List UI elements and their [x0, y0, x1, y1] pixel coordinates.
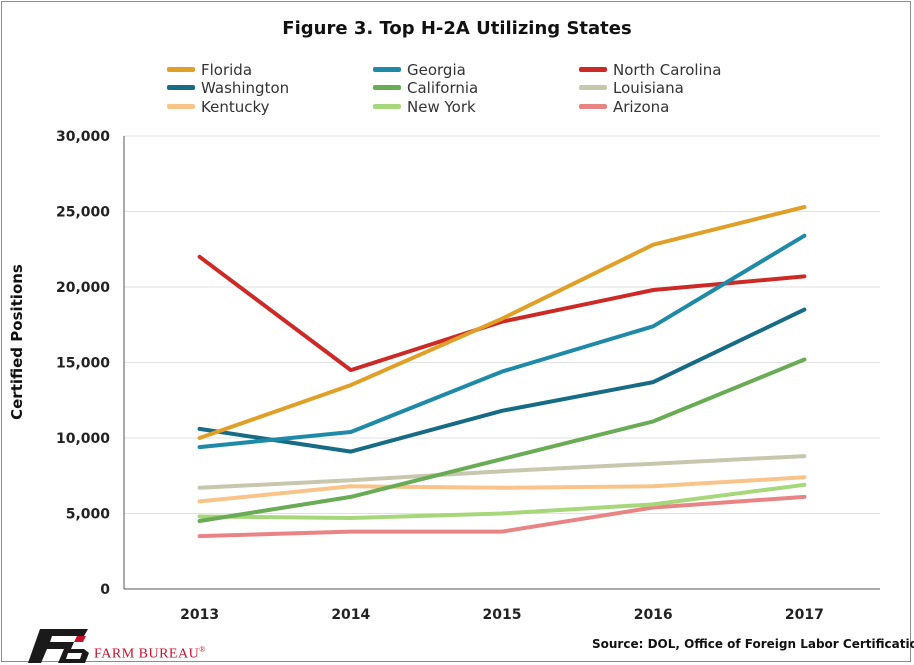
y-tick-label: 0: [100, 582, 110, 598]
legend-item: Kentucky: [167, 97, 270, 116]
x-tick-label: 2016: [634, 607, 673, 623]
legend-label: North Carolina: [613, 60, 722, 79]
legend-item: Washington: [167, 78, 289, 97]
legend-label: California: [407, 78, 479, 97]
legend-label: New York: [407, 97, 476, 116]
y-tick-label: 20,000: [56, 280, 110, 296]
chart-title: Figure 3. Top H-2A Utilizing States: [282, 18, 632, 39]
x-tick-label: 2013: [180, 607, 219, 623]
legend-swatch: [167, 104, 195, 109]
source-note: Source: DOL, Office of Foreign Labor Cer…: [592, 637, 914, 651]
legend-item: Arizona: [579, 97, 669, 116]
legend-item: California: [373, 78, 478, 97]
legend-swatch: [579, 104, 607, 109]
series-line-arizona: [197, 494, 807, 539]
legend-swatch: [579, 67, 607, 72]
legend-swatch: [167, 85, 195, 90]
legend-label: Florida: [201, 60, 253, 79]
legend-label: Kentucky: [201, 97, 270, 116]
x-tick-label: 2015: [483, 607, 522, 623]
legend-swatch: [373, 104, 401, 109]
legend-item: New York: [373, 97, 476, 116]
legend-label: Georgia: [407, 60, 466, 79]
series-line-california: [197, 357, 807, 523]
legend-item: Georgia: [373, 60, 466, 79]
series-line-washington: [197, 307, 807, 454]
x-tick-label: 2017: [785, 607, 824, 623]
y-tick-label: 30,000: [56, 129, 110, 145]
y-tick-label: 15,000: [56, 356, 110, 372]
series-line-louisiana: [197, 454, 807, 490]
brand-name: FARM BUREAU: [94, 646, 200, 662]
y-tick-label: 25,000: [56, 205, 110, 221]
farm-bureau-logo: [28, 629, 89, 663]
series-line-florida: [197, 205, 807, 440]
brand-mark: ®: [199, 645, 206, 654]
x-tick-label: 2014: [331, 607, 370, 623]
series-line-new-york: [197, 482, 807, 520]
legend-item: North Carolina: [579, 60, 721, 79]
legend-swatch: [373, 85, 401, 90]
farm-bureau-wordmark: FARM BUREAU®: [94, 645, 206, 663]
legend-label: Washington: [201, 78, 290, 97]
legend-swatch: [579, 85, 607, 90]
series-line-kentucky: [197, 475, 807, 504]
legend-swatch: [373, 67, 401, 72]
legend-item: Louisiana: [579, 78, 684, 97]
series-line-georgia: [197, 233, 807, 450]
legend-item: Florida: [167, 60, 252, 79]
legend-label: Arizona: [613, 97, 670, 116]
series-line-north-carolina: [197, 254, 807, 373]
y-tick-label: 5,000: [66, 507, 111, 523]
legend-label: Louisiana: [613, 78, 684, 97]
y-tick-label: 10,000: [56, 431, 110, 447]
legend-swatch: [167, 67, 195, 72]
